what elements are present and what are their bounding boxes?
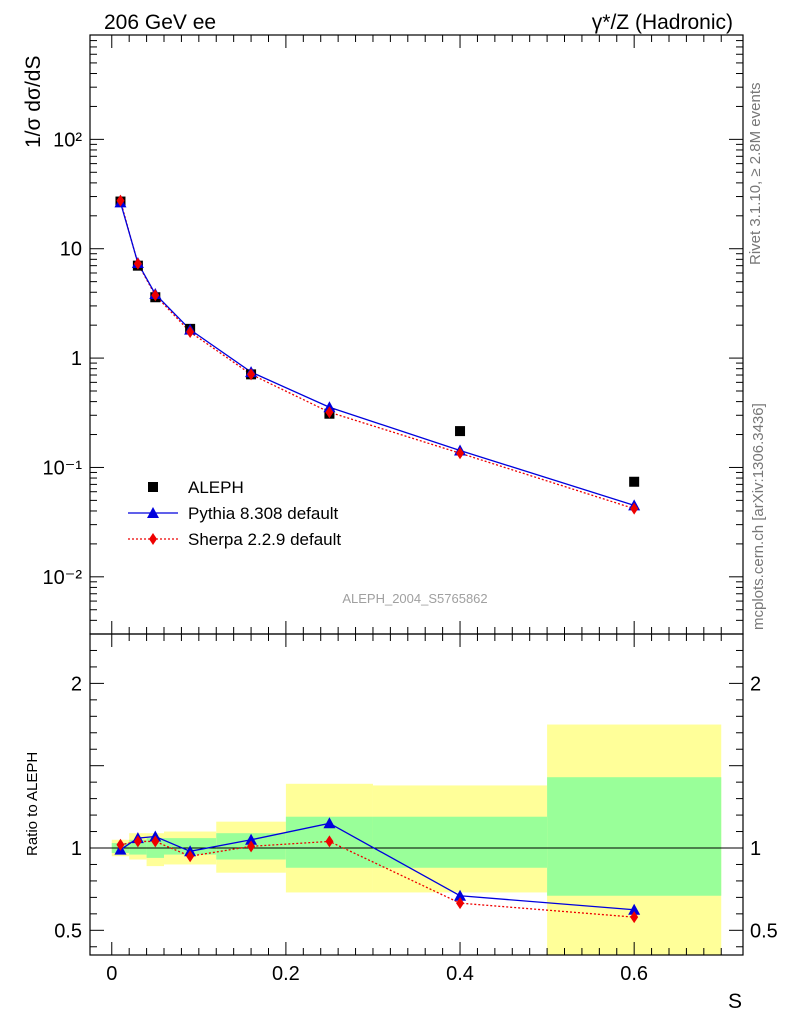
sherpa-ratio-point [133,835,142,848]
sherpa-ratio-point [325,835,334,848]
sherpa-point [116,194,125,207]
x-tick-label: 0.4 [446,963,474,985]
legend-label: Pythia 8.308 default [188,504,339,523]
sherpa-ratio-point [186,850,195,863]
main-panel: 10⁻² 10⁻¹ 1 10 10² [43,34,744,635]
main-y-tick-label: 10⁻¹ [43,457,83,479]
sherpa-point [325,406,334,419]
sherpa-ratio-point [151,835,160,848]
main-y-tick-label: 1 [71,348,82,370]
ratio-y-tick-label-left: 2 [71,673,82,695]
sherpa-ratio-point [116,838,125,851]
sherpa-ratio-point [630,911,639,924]
rivet-label: Rivet 3.1.10, ≥ 2.8M events [747,83,764,266]
pythia-line [119,202,635,506]
ratio-ylabel: Ratio to ALEPH [24,752,41,856]
pythia-ratio-point [245,833,258,845]
ratio-y-tick-label-right: 0.5 [750,920,778,942]
pythia-ratio-point [628,903,641,915]
sherpa-point [186,326,195,339]
ratio-y-tick-label-right: 2 [750,673,761,695]
ratio-y-tick-label-left: 0.5 [54,920,82,942]
main-y-tick-label: 10⁻² [43,567,83,589]
legend-pythia-marker [147,507,159,518]
legend-label: ALEPH [188,478,244,497]
pythia-ratio-point [323,817,336,829]
legend-aleph-marker [148,482,158,492]
header-left: 206 GeV ee [104,11,216,34]
legend: ALEPH Pythia 8.308 default Sherpa 2.2.9 de… [128,478,341,549]
sherpa-point [630,502,639,515]
aleph-point [629,476,640,487]
uncertainty-band-inner-7 [547,777,722,896]
main-y-tick-label: 10 [60,239,82,261]
sherpa-line [119,200,635,510]
ratio-y-tick-label-left: 1 [71,838,82,860]
sherpa-point [151,289,160,302]
x-tick-label: 0.6 [620,963,648,985]
x-tick-label: 0.2 [272,963,300,985]
ratio-y-tick-label-right: 1 [750,838,761,860]
legend-sherpa-marker [149,533,157,545]
x-tick-label: 0 [106,963,117,985]
sherpa-point [133,257,142,270]
header-right: γ*/Z (Hadronic) [592,11,733,34]
mcplots-label: mcplots.cern.ch [arXiv:1306.3436] [750,403,767,630]
ratio-panel: 0 0.2 0.4 0.6 0.5 0.5 1 1 2 2 [54,633,778,985]
main-ylabel: 1/σ dσ/dS [22,56,45,148]
sherpa-ratio-point [247,840,256,853]
aleph-point [455,426,466,437]
x-axis-label: S [728,990,742,1013]
analysis-watermark: ALEPH_2004_S5765862 [342,591,487,606]
ratio-frame [89,633,744,956]
sherpa-point [247,368,256,381]
sherpa-ratio-point [456,897,465,910]
sherpa-point [456,447,465,460]
legend-label: Sherpa 2.2.9 default [188,530,341,549]
uncertainty-band-inner-6 [372,816,548,868]
main-y-tick-label: 10² [53,129,82,151]
pythia-ratio-point [454,889,467,901]
